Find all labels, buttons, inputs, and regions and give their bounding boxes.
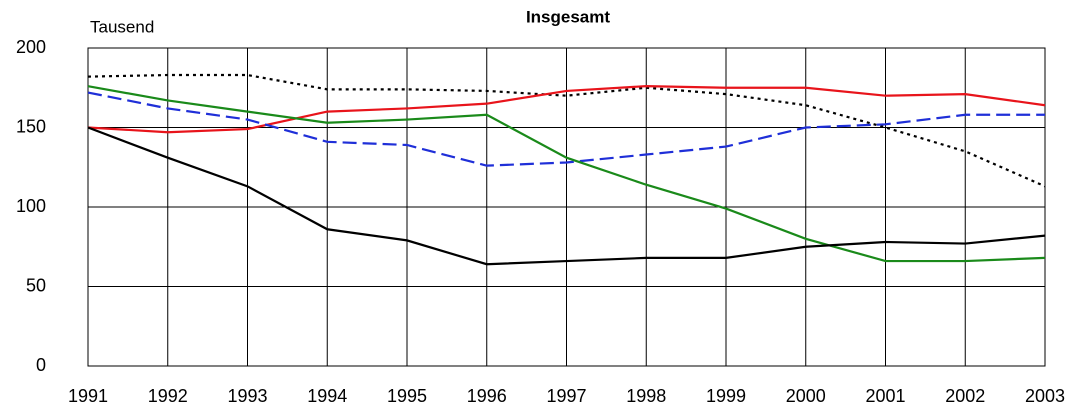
x-tick-label: 2000	[786, 386, 826, 406]
chart-title: Insgesamt	[526, 7, 610, 26]
series-line	[87, 85, 1046, 134]
x-tick-label: 1994	[307, 386, 347, 406]
x-tick-label: 2003	[1025, 386, 1065, 406]
x-tick-label: 1993	[227, 386, 267, 406]
y-axis-label: Tausend	[90, 17, 154, 36]
x-tick-label: 2001	[865, 386, 905, 406]
x-tick-label: 1991	[68, 386, 108, 406]
x-tick-label: 1992	[148, 386, 188, 406]
x-tick-label: 1997	[546, 386, 586, 406]
x-tick-label: 1999	[706, 386, 746, 406]
series-line	[87, 91, 1045, 167]
x-tick-label: 1998	[626, 386, 666, 406]
y-tick-label: 100	[16, 196, 46, 216]
y-tick-label: 150	[16, 116, 46, 136]
y-tick-label: 50	[26, 275, 46, 295]
plot-frame	[87, 47, 1046, 367]
y-tick-label: 200	[16, 37, 46, 57]
x-tick-label: 2002	[945, 386, 985, 406]
series-line	[87, 126, 1046, 266]
x-tick-label: 1995	[387, 386, 427, 406]
x-tick-label: 1996	[467, 386, 507, 406]
series-line	[87, 85, 1046, 263]
y-tick-label: 0	[36, 355, 46, 375]
